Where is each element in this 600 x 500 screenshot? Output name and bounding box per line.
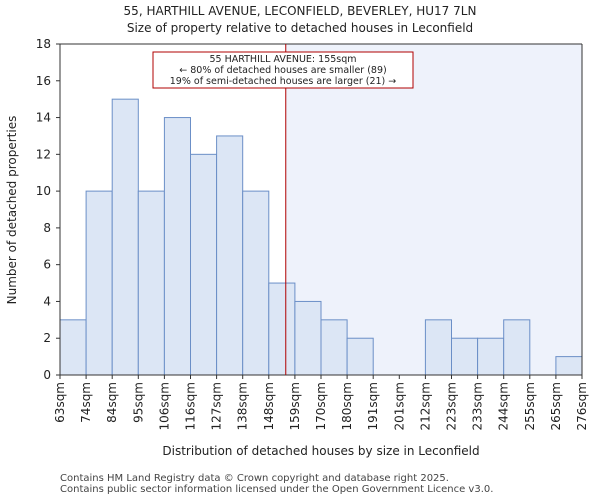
footer: Contains HM Land Registry data © Crown c… <box>60 473 493 495</box>
histogram-bar <box>111 98 139 376</box>
y-tick-label: 14 <box>36 111 51 125</box>
x-tick-label: 148sqm <box>262 382 276 430</box>
x-tick-label: 180sqm <box>340 382 354 430</box>
title-block: 55, HARTHILL AVENUE, LECONFIELD, BEVERLE… <box>0 3 600 37</box>
histogram-bar <box>137 190 165 376</box>
y-tick-label: 18 <box>36 37 51 51</box>
x-tick-label: 265sqm <box>549 382 563 430</box>
y-tick-label: 4 <box>43 294 51 308</box>
annotation-box <box>152 51 414 89</box>
histogram-bar <box>451 337 479 376</box>
x-tick-label: 244sqm <box>497 382 511 430</box>
y-tick-label: 2 <box>43 331 51 345</box>
chart-title: 55, HARTHILL AVENUE, LECONFIELD, BEVERLE… <box>123 4 477 18</box>
histogram-bar <box>85 190 113 376</box>
y-tick-label: 0 <box>43 368 51 382</box>
x-tick-label: 63sqm <box>53 382 67 423</box>
x-tick-label: 191sqm <box>366 382 380 430</box>
y-tick-label: 6 <box>43 258 51 272</box>
y-tick-label: 8 <box>43 221 51 235</box>
histogram-bar <box>59 319 87 376</box>
annotation-line-1: 55 HARTHILL AVENUE: 155sqm <box>209 54 356 65</box>
y-tick-label: 10 <box>36 184 51 198</box>
y-tick-label: 16 <box>36 74 51 88</box>
histogram-bar <box>268 282 296 376</box>
histogram-bar <box>163 117 191 376</box>
x-axis-label: Distribution of detached houses by size … <box>162 444 480 458</box>
histogram-bar <box>555 356 583 376</box>
histogram-bar <box>503 319 531 376</box>
x-tick-label: 159sqm <box>288 382 302 430</box>
histogram-bar <box>477 337 505 376</box>
annotation-line-3: 19% of semi-detached houses are larger (… <box>170 76 397 87</box>
chart-subtitle: Size of property relative to detached ho… <box>126 21 474 35</box>
histogram-bar <box>320 319 348 376</box>
x-tick-label: 116sqm <box>184 382 198 430</box>
x-tick-label: 74sqm <box>79 382 93 423</box>
footer-line-1: Contains HM Land Registry data © Crown c… <box>60 473 449 484</box>
annotation-line-2: ← 80% of detached houses are smaller (89… <box>179 65 386 76</box>
y-tick-label: 12 <box>36 147 51 161</box>
histogram-bar <box>216 135 244 376</box>
histogram-bar <box>294 300 322 376</box>
x-tick-label: 170sqm <box>314 382 328 430</box>
x-tick-label: 127sqm <box>210 382 224 430</box>
x-tick-label: 233sqm <box>471 382 485 430</box>
histogram-bar <box>424 319 452 376</box>
footer-line-2: Contains public sector information licen… <box>60 484 494 495</box>
histogram-bar <box>242 190 270 376</box>
x-tick-label: 84sqm <box>105 382 119 423</box>
x-tick-label: 212sqm <box>418 382 432 430</box>
x-tick-label: 95sqm <box>131 382 145 423</box>
x-tick-label: 276sqm <box>575 382 589 430</box>
x-tick-label: 223sqm <box>445 382 459 430</box>
x-tick-label: 201sqm <box>392 382 406 430</box>
x-tick-label: 138sqm <box>236 382 250 430</box>
histogram-bar <box>190 153 218 376</box>
x-tick-label: 255sqm <box>523 382 537 430</box>
x-tick-label: 106sqm <box>157 382 171 430</box>
histogram-bar <box>346 337 374 376</box>
